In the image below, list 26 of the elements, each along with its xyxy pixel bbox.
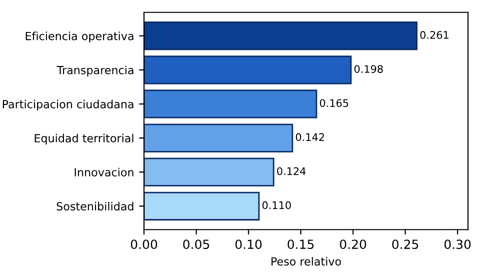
data-label: 0.261	[420, 31, 448, 39]
y-tick-label: Sostenibilidad	[56, 202, 134, 211]
bar	[144, 90, 318, 118]
x-tick-label: 0.15	[288, 240, 314, 250]
x-tick-label: 0.05	[183, 240, 210, 250]
bar	[144, 124, 294, 152]
x-axis-title: Peso relativo	[272, 257, 341, 266]
y-tick-label: Innovacion	[74, 168, 134, 176]
bar	[144, 56, 352, 84]
data-label: 0.142	[296, 133, 324, 142]
x-tick-label: 0.10	[235, 240, 262, 250]
x-tick-label: 0.25	[392, 240, 418, 250]
data-label: 0.124	[277, 167, 306, 176]
bar	[144, 192, 260, 220]
x-tick-label: 0.00	[130, 240, 158, 250]
y-tick-label: Transparencia	[56, 66, 134, 76]
x-tick-label: 0.30	[444, 240, 471, 250]
x-tick-label: 0.20	[340, 240, 366, 250]
bar	[144, 158, 274, 186]
y-tick-label: Participacion ciudadana	[2, 100, 134, 111]
data-label: 0.198	[354, 65, 383, 73]
data-label: 0.165	[320, 99, 348, 107]
data-label: 0.110	[262, 201, 291, 210]
y-tick-label: Equidad territorial	[34, 134, 134, 145]
bar	[144, 22, 418, 50]
y-tick-label: Eficiencia operativa	[26, 32, 134, 42]
